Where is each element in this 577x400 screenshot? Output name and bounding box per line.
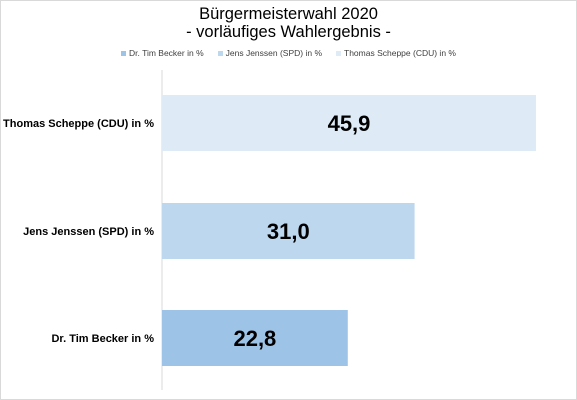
- data-label-2: 22,8: [233, 326, 276, 351]
- legend-swatch-scheppe: [336, 50, 342, 56]
- bar-2: [162, 310, 348, 366]
- chart-subtitle: - vorläufiges Wahlergebnis -: [186, 23, 391, 41]
- legend-label-becker: Dr. Tim Becker in %: [129, 48, 204, 58]
- chart-legend: Dr. Tim Becker in % Jens Jenssen (SPD) i…: [0, 48, 577, 58]
- bar-1: [162, 203, 415, 259]
- legend-label-scheppe: Thomas Scheppe (CDU) in %: [344, 48, 456, 58]
- chart-title: Bürgermeisterwahl 2020: [199, 5, 378, 23]
- legend-item-becker: Dr. Tim Becker in %: [121, 48, 204, 58]
- legend-swatch-becker: [121, 50, 126, 56]
- legend-item-scheppe: Thomas Scheppe (CDU) in %: [336, 48, 456, 58]
- category-label-1: Jens Jenssen (SPD) in %: [23, 226, 154, 238]
- category-label-2: Dr. Tim Becker in %: [51, 333, 154, 345]
- legend-item-jenssen: Jens Jenssen (SPD) in %: [217, 48, 323, 58]
- category-label-0: Thomas Scheppe (CDU) in %: [3, 118, 154, 130]
- data-label-1: 31,0: [267, 219, 310, 244]
- bar-0: [162, 95, 536, 151]
- legend-label-jenssen: Jens Jenssen (SPD) in %: [225, 48, 323, 58]
- legend-swatch-jenssen: [217, 50, 223, 56]
- data-label-0: 45,9: [328, 111, 371, 136]
